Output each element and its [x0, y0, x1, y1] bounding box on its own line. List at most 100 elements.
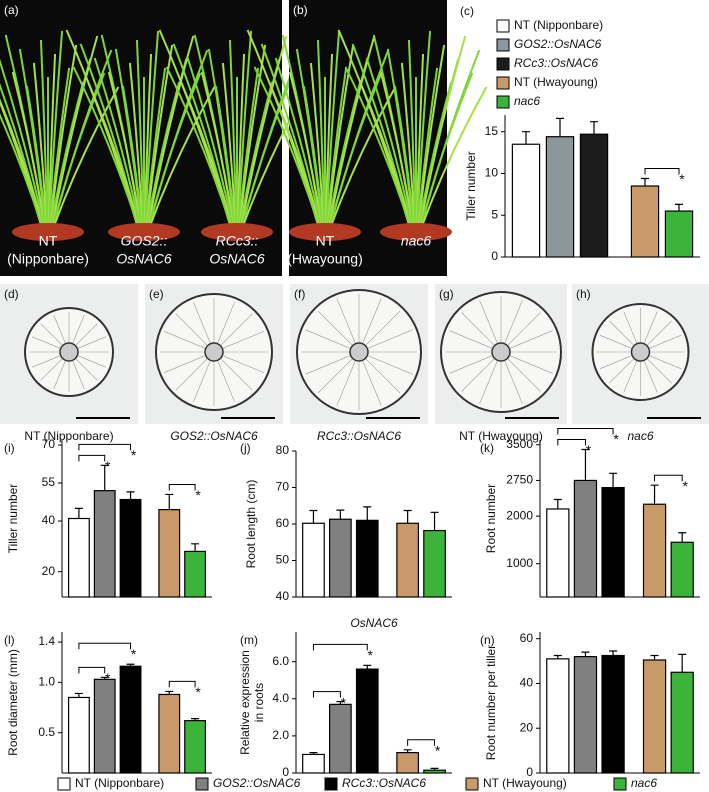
root-cell-wall — [609, 320, 634, 346]
y-tick-label: 60 — [520, 631, 534, 645]
y-tick-label: 3500 — [506, 437, 533, 451]
root-cell-wall — [599, 355, 632, 370]
y-tick-label: 70 — [276, 480, 290, 494]
bar — [664, 210, 694, 258]
plant-leaf — [267, 80, 321, 226]
plant-leaf — [11, 71, 46, 226]
plant-leaf — [238, 44, 267, 226]
plant-leaf — [145, 44, 174, 226]
plant-leaf — [143, 53, 153, 226]
error-bar — [126, 663, 135, 667]
error-bar — [363, 506, 372, 521]
bar — [158, 509, 181, 598]
root-cell-wall — [40, 323, 63, 346]
panel-label: (k) — [480, 441, 494, 455]
root-cell-wall — [163, 355, 205, 373]
photo-caption: RCc3::OsNAC6 — [317, 429, 401, 443]
root-cell-wall — [623, 361, 637, 393]
plant-leaf — [253, 66, 320, 226]
error-bar — [126, 491, 135, 500]
plant-leaf — [415, 53, 425, 226]
panel-label: (m) — [240, 633, 258, 647]
error-bar — [641, 177, 649, 186]
y-tick-label: 4.0 — [272, 691, 289, 705]
plant-leaf — [0, 58, 45, 226]
root-cell-wall — [193, 361, 211, 403]
plant-leaf — [316, 39, 326, 226]
photo-caption: NT — [316, 233, 335, 249]
plant-leaf — [200, 71, 235, 226]
root-cell-wall — [599, 334, 632, 349]
plant-leaf — [416, 30, 432, 226]
photo-caption: (Hwayoung) — [287, 251, 362, 267]
legend-label: NT (Nipponbare) — [514, 18, 603, 32]
error-bar — [100, 676, 109, 680]
significance-bracket — [78, 666, 106, 674]
plant-leaf — [328, 35, 376, 226]
plant-leaf — [379, 71, 414, 226]
bar — [601, 486, 625, 598]
y-tick-label: 20 — [520, 720, 534, 734]
legend-swatch — [195, 777, 209, 791]
error-bar — [336, 509, 345, 520]
bar — [423, 769, 446, 774]
y-axis-label: Root number per tiller — [484, 645, 498, 760]
root-cell-wall — [644, 361, 658, 393]
root-cell-wall — [305, 329, 350, 349]
plant-leaf — [128, 62, 144, 226]
significance-label: * — [682, 478, 688, 494]
root-cell-wall — [53, 361, 66, 390]
root-cell-wall — [217, 301, 235, 343]
plant-leaf — [329, 49, 390, 226]
root-cell-wall — [368, 355, 413, 375]
legend-swatch — [496, 38, 510, 52]
bar — [423, 529, 446, 598]
plant-leaf — [274, 57, 322, 226]
root-cell-wall — [479, 300, 498, 343]
root-cell-wall — [223, 355, 265, 373]
root-cell-wall — [72, 314, 85, 343]
photo-caption: GOS2::OsNAC6 — [170, 429, 258, 443]
plant-leaf — [149, 86, 216, 226]
error-bar — [581, 651, 590, 657]
panel-label: (d) — [4, 287, 19, 301]
error-bar — [191, 718, 200, 721]
root-cell-wall — [365, 310, 401, 346]
root-cell-wall — [220, 313, 253, 346]
error-bar — [165, 690, 174, 695]
bar — [670, 541, 694, 598]
plant-leaf — [417, 44, 446, 226]
plant-leaf — [121, 85, 144, 226]
plant-leaf — [86, 80, 140, 226]
stele — [59, 342, 79, 362]
root-cell-wall — [479, 361, 498, 404]
plant-leaf — [236, 53, 246, 226]
significance-bracket — [78, 443, 132, 451]
panel-label: (b) — [293, 3, 308, 17]
root-cell-wall — [449, 355, 492, 374]
y-tick-label: 6.0 — [272, 654, 289, 668]
significance-bracket — [168, 680, 196, 688]
y-tick-label: 10 — [485, 166, 499, 180]
significance-bracket — [407, 739, 436, 746]
error-bar — [609, 650, 618, 656]
error-bar — [403, 509, 412, 524]
plant-leaf — [344, 66, 411, 226]
error-bar — [403, 749, 412, 753]
root-cell-wall — [362, 298, 382, 343]
root-cell-wall — [507, 312, 541, 346]
plant-leaf — [49, 44, 78, 226]
photo-caption: OsNAC6 — [209, 251, 264, 267]
pot — [12, 223, 84, 241]
significance-label: * — [368, 647, 374, 663]
legend-swatch — [496, 57, 510, 71]
error-bar — [678, 653, 687, 673]
significance-label: * — [341, 694, 347, 710]
root-cell-wall — [217, 361, 235, 403]
significance-bracket — [557, 439, 586, 446]
y-tick-label: 1000 — [506, 556, 533, 570]
error-bar — [74, 692, 83, 698]
root-cell-wall — [623, 311, 637, 343]
root-cell-wall — [365, 358, 401, 394]
legend-swatch — [324, 777, 338, 791]
